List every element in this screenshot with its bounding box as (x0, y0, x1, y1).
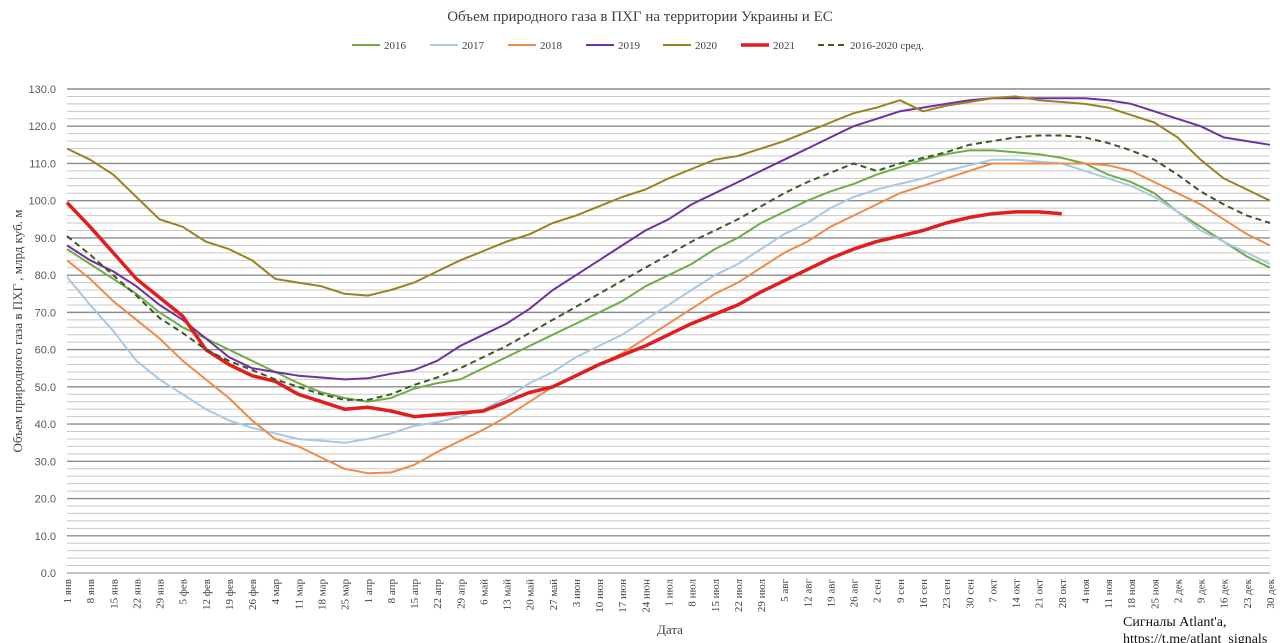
y-tick-label: 20.0 (35, 494, 56, 506)
x-tick-label: 3 июн (571, 579, 583, 607)
y-tick-label: 60.0 (35, 345, 56, 357)
x-tick-label: 11 мар (293, 579, 305, 610)
x-tick-label: 25 ноя (1149, 579, 1161, 609)
x-tick-label: 24 июн (640, 579, 652, 613)
x-tick-label: 8 янв (85, 579, 97, 603)
x-tick-label: 30 сен (964, 579, 976, 609)
x-tick-label: 1 янв (62, 579, 74, 603)
x-tick-label: 22 апр (432, 579, 444, 609)
y-tick-label: 120.0 (28, 121, 56, 133)
y-tick-label: 90.0 (35, 233, 56, 245)
x-tick-label: 1 апр (363, 579, 375, 604)
series-line-2017 (66, 158, 1271, 444)
legend-label: 2017 (462, 40, 485, 52)
legend-label: 2016-2020 сред. (850, 40, 924, 52)
x-tick-label: 1 июл (664, 578, 676, 606)
y-axis-ticks: 0.0 10.0 20.0 30.0 40.0 50.0 60.0 70.0 80.0 90.0 1… (28, 84, 56, 580)
x-tick-label: 5 фев (178, 579, 190, 604)
x-tick-label: 4 ноя (1080, 579, 1092, 604)
x-axis-label: Дата (657, 622, 683, 637)
legend-label: 2018 (540, 40, 563, 52)
series-line-2016-2020- (66, 134, 1271, 401)
x-tick-label: 11 ноя (1103, 579, 1115, 609)
x-tick-label: 28 окт (1057, 579, 1069, 608)
series-lines (65, 95, 1271, 475)
y-tick-label: 130.0 (28, 84, 56, 96)
x-axis-ticks: 1 янв 8 янв 15 янв 22 янв 29 янв 5 фев 12 фев 1… (62, 578, 1277, 612)
series-line-2018 (66, 162, 1271, 475)
x-tick-label: 29 апр (455, 579, 467, 609)
x-tick-label: 25 мар (340, 579, 352, 611)
x-tick-label: 18 мар (316, 579, 328, 611)
x-tick-label: 22 янв (131, 579, 143, 609)
x-tick-label: 27 май (548, 579, 560, 611)
x-tick-label: 29 июл (756, 578, 768, 612)
x-tick-label: 26 авг (849, 579, 861, 608)
x-tick-label: 18 ноя (1126, 579, 1138, 609)
x-tick-label: 15 апр (409, 579, 421, 609)
y-tick-label: 40.0 (35, 419, 56, 431)
x-tick-label: 19 фев (224, 579, 236, 610)
attribution-link[interactable]: https://t.me/atlant_signals (1123, 632, 1267, 643)
x-tick-label: 12 авг (802, 579, 814, 608)
y-tick-label: 100.0 (28, 196, 56, 208)
x-tick-label: 16 сен (918, 579, 930, 609)
legend: 2016 2017 2018 2019 2020 2021 2016-2020 сред. (352, 40, 924, 52)
series-line-2016 (66, 149, 1271, 403)
chart-title: Объем природного газа в ПХГ на территори… (447, 9, 833, 25)
series-line-2021 (65, 201, 1062, 419)
x-tick-label: 5 авг (779, 579, 791, 602)
y-axis-label: Объем природного газа в ПХГ , млрд куб. … (10, 210, 25, 453)
x-tick-label: 23 дек (1242, 578, 1254, 608)
gridlines (67, 88, 1270, 574)
x-tick-label: 6 май (478, 579, 490, 605)
x-tick-label: 8 апр (386, 579, 398, 604)
x-tick-label: 21 окт (1034, 579, 1046, 608)
x-tick-label: 15 июл (710, 578, 722, 612)
legend-label: 2020 (695, 40, 718, 52)
legend-label: 2016 (384, 40, 407, 52)
y-tick-label: 110.0 (29, 158, 56, 170)
y-tick-label: 10.0 (35, 531, 56, 543)
x-tick-label: 17 июн (617, 579, 629, 613)
x-tick-label: 19 авг (825, 579, 837, 608)
x-tick-label: 30 дек (1265, 578, 1277, 608)
attribution-line1: Сигналы Atlant'a, (1123, 615, 1227, 630)
x-tick-label: 9 дек (1196, 578, 1208, 603)
x-tick-label: 14 окт (1011, 579, 1023, 608)
x-tick-label: 12 фев (201, 579, 213, 610)
x-tick-label: 7 окт (987, 579, 999, 603)
y-tick-label: 30.0 (35, 456, 56, 468)
y-tick-label: 0.0 (41, 568, 56, 580)
x-tick-label: 15 янв (108, 579, 120, 609)
series-line-2019 (66, 97, 1271, 381)
y-tick-label: 80.0 (35, 270, 56, 282)
x-tick-label: 10 июн (594, 579, 606, 613)
x-tick-label: 2 дек (1172, 578, 1184, 603)
x-tick-label: 9 сен (895, 579, 907, 603)
x-tick-label: 13 май (502, 579, 514, 611)
legend-label: 2019 (618, 40, 641, 52)
x-tick-label: 26 фев (247, 579, 259, 610)
series-line-2020 (66, 95, 1271, 297)
x-tick-label: 8 июл (687, 578, 699, 606)
x-tick-label: 20 май (525, 579, 537, 611)
x-tick-label: 2 сен (872, 579, 884, 603)
x-tick-label: 29 янв (155, 579, 167, 609)
x-tick-label: 22 июл (733, 578, 745, 612)
x-tick-label: 4 мар (270, 579, 282, 605)
x-tick-label: 16 дек (1219, 578, 1231, 608)
legend-label: 2021 (773, 40, 795, 52)
y-tick-label: 50.0 (35, 382, 56, 394)
y-tick-label: 70.0 (35, 307, 56, 319)
x-tick-label: 23 сен (941, 579, 953, 609)
